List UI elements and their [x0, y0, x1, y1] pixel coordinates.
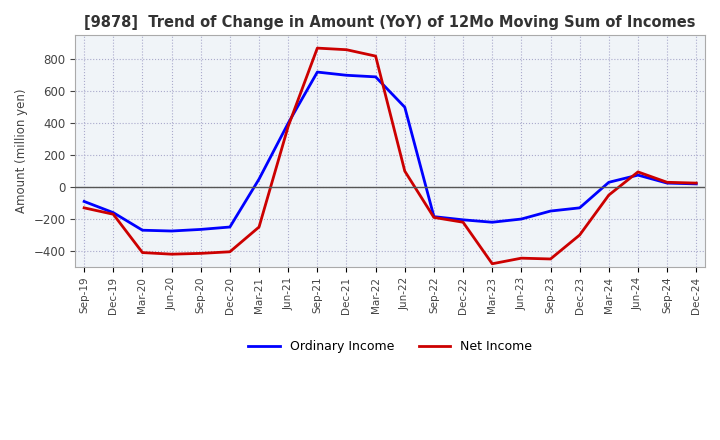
Net Income	[488, 261, 497, 266]
Legend: Ordinary Income, Net Income: Ordinary Income, Net Income	[243, 335, 537, 358]
Ordinary Income	[400, 105, 409, 110]
Net Income	[255, 224, 264, 230]
Y-axis label: Amount (million yen): Amount (million yen)	[15, 89, 28, 213]
Ordinary Income	[488, 220, 497, 225]
Ordinary Income	[197, 227, 205, 232]
Ordinary Income	[692, 181, 701, 187]
Line: Ordinary Income: Ordinary Income	[84, 72, 696, 231]
Ordinary Income	[546, 209, 555, 214]
Ordinary Income	[255, 176, 264, 182]
Ordinary Income	[138, 227, 147, 233]
Ordinary Income	[372, 74, 380, 80]
Net Income	[109, 212, 117, 217]
Ordinary Income	[109, 210, 117, 215]
Net Income	[167, 252, 176, 257]
Net Income	[138, 250, 147, 255]
Line: Net Income: Net Income	[84, 48, 696, 264]
Net Income	[400, 169, 409, 174]
Net Income	[313, 45, 322, 51]
Net Income	[663, 180, 672, 185]
Net Income	[517, 256, 526, 261]
Net Income	[546, 257, 555, 262]
Ordinary Income	[517, 216, 526, 222]
Ordinary Income	[167, 228, 176, 234]
Net Income	[342, 47, 351, 52]
Net Income	[692, 180, 701, 186]
Ordinary Income	[313, 70, 322, 75]
Ordinary Income	[459, 217, 467, 223]
Ordinary Income	[430, 214, 438, 219]
Net Income	[284, 124, 292, 129]
Ordinary Income	[605, 180, 613, 185]
Ordinary Income	[575, 205, 584, 210]
Ordinary Income	[342, 73, 351, 78]
Net Income	[430, 215, 438, 220]
Net Income	[225, 249, 234, 254]
Net Income	[575, 232, 584, 238]
Title: [9878]  Trend of Change in Amount (YoY) of 12Mo Moving Sum of Incomes: [9878] Trend of Change in Amount (YoY) o…	[84, 15, 696, 30]
Net Income	[372, 53, 380, 59]
Net Income	[197, 251, 205, 256]
Net Income	[80, 205, 89, 210]
Net Income	[634, 169, 642, 175]
Ordinary Income	[284, 121, 292, 126]
Net Income	[459, 220, 467, 225]
Net Income	[605, 192, 613, 198]
Ordinary Income	[225, 224, 234, 230]
Ordinary Income	[634, 172, 642, 178]
Ordinary Income	[80, 199, 89, 204]
Ordinary Income	[663, 180, 672, 186]
